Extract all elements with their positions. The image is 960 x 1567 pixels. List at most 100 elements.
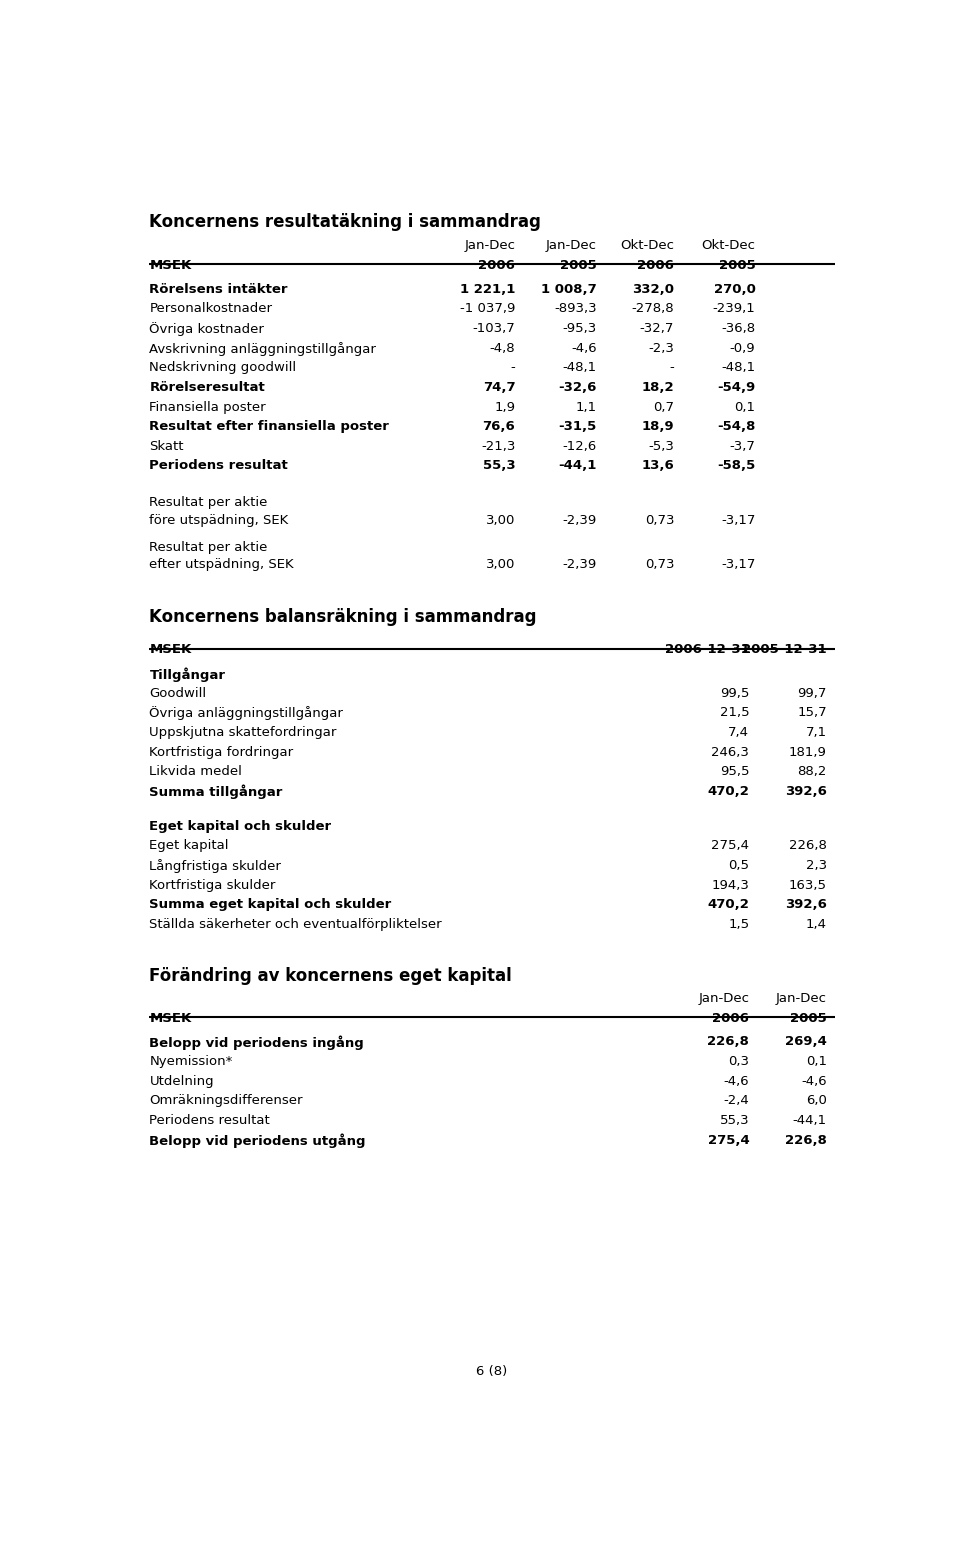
Text: Utdelning: Utdelning bbox=[150, 1075, 214, 1087]
Text: Jan-Dec: Jan-Dec bbox=[698, 992, 750, 1004]
Text: -44,1: -44,1 bbox=[559, 459, 596, 473]
Text: -: - bbox=[511, 362, 516, 375]
Text: -48,1: -48,1 bbox=[563, 362, 596, 375]
Text: -31,5: -31,5 bbox=[559, 420, 596, 432]
Text: 226,8: 226,8 bbox=[708, 1036, 750, 1048]
Text: 18,2: 18,2 bbox=[641, 381, 674, 393]
Text: Resultat efter finansiella poster: Resultat efter finansiella poster bbox=[150, 420, 390, 432]
Text: 1,1: 1,1 bbox=[575, 401, 596, 414]
Text: 0,7: 0,7 bbox=[653, 401, 674, 414]
Text: -48,1: -48,1 bbox=[721, 362, 756, 375]
Text: 3,00: 3,00 bbox=[486, 514, 516, 527]
Text: 1,9: 1,9 bbox=[494, 401, 516, 414]
Text: -239,1: -239,1 bbox=[712, 302, 756, 315]
Text: -2,4: -2,4 bbox=[724, 1094, 750, 1108]
Text: Rörelseresultat: Rörelseresultat bbox=[150, 381, 265, 393]
Text: 76,6: 76,6 bbox=[483, 420, 516, 432]
Text: 392,6: 392,6 bbox=[785, 785, 827, 798]
Text: 194,3: 194,3 bbox=[711, 879, 750, 892]
Text: 0,73: 0,73 bbox=[644, 514, 674, 527]
Text: 18,9: 18,9 bbox=[641, 420, 674, 432]
Text: MSEK: MSEK bbox=[150, 259, 192, 273]
Text: 55,3: 55,3 bbox=[720, 1114, 750, 1127]
Text: Belopp vid periodens ingång: Belopp vid periodens ingång bbox=[150, 1036, 364, 1050]
Text: Förändring av koncernens eget kapital: Förändring av koncernens eget kapital bbox=[150, 967, 513, 986]
Text: efter utspädning, SEK: efter utspädning, SEK bbox=[150, 558, 294, 572]
Text: 226,8: 226,8 bbox=[785, 1133, 827, 1147]
Text: -58,5: -58,5 bbox=[717, 459, 756, 473]
Text: Summa eget kapital och skulder: Summa eget kapital och skulder bbox=[150, 898, 392, 912]
Text: 1,5: 1,5 bbox=[729, 918, 750, 931]
Text: Avskrivning anläggningstillgångar: Avskrivning anläggningstillgångar bbox=[150, 342, 376, 356]
Text: Övriga anläggningstillgångar: Övriga anläggningstillgångar bbox=[150, 707, 344, 721]
Text: -3,7: -3,7 bbox=[730, 440, 756, 453]
Text: Likvida medel: Likvida medel bbox=[150, 765, 242, 779]
Text: -4,6: -4,6 bbox=[802, 1075, 827, 1087]
Text: 470,2: 470,2 bbox=[708, 785, 750, 798]
Text: Kortfristiga fordringar: Kortfristiga fordringar bbox=[150, 746, 294, 758]
Text: 0,1: 0,1 bbox=[734, 401, 756, 414]
Text: -54,8: -54,8 bbox=[717, 420, 756, 432]
Text: 7,4: 7,4 bbox=[729, 726, 750, 740]
Text: -103,7: -103,7 bbox=[472, 323, 516, 335]
Text: 7,1: 7,1 bbox=[805, 726, 827, 740]
Text: Kortfristiga skulder: Kortfristiga skulder bbox=[150, 879, 276, 892]
Text: 3,00: 3,00 bbox=[486, 558, 516, 572]
Text: 1 221,1: 1 221,1 bbox=[460, 282, 516, 296]
Text: 15,7: 15,7 bbox=[797, 707, 827, 719]
Text: Periodens resultat: Periodens resultat bbox=[150, 1114, 270, 1127]
Text: -32,6: -32,6 bbox=[559, 381, 596, 393]
Text: Skatt: Skatt bbox=[150, 440, 184, 453]
Text: 392,6: 392,6 bbox=[785, 898, 827, 912]
Text: 13,6: 13,6 bbox=[641, 459, 674, 473]
Text: MSEK: MSEK bbox=[150, 1012, 192, 1025]
Text: 99,5: 99,5 bbox=[720, 686, 750, 699]
Text: Jan-Dec: Jan-Dec bbox=[776, 992, 827, 1004]
Text: 470,2: 470,2 bbox=[708, 898, 750, 912]
Text: Långfristiga skulder: Långfristiga skulder bbox=[150, 859, 281, 873]
Text: -4,6: -4,6 bbox=[571, 342, 596, 354]
Text: 21,5: 21,5 bbox=[720, 707, 750, 719]
Text: -: - bbox=[669, 362, 674, 375]
Text: 1,4: 1,4 bbox=[805, 918, 827, 931]
Text: Eget kapital: Eget kapital bbox=[150, 840, 228, 852]
Text: Finansiella poster: Finansiella poster bbox=[150, 401, 266, 414]
Text: 2005-12-31: 2005-12-31 bbox=[742, 642, 827, 657]
Text: -893,3: -893,3 bbox=[554, 302, 596, 315]
Text: Rörelsens intäkter: Rörelsens intäkter bbox=[150, 282, 288, 296]
Text: Okt-Dec: Okt-Dec bbox=[702, 238, 756, 252]
Text: 226,8: 226,8 bbox=[789, 840, 827, 852]
Text: -0,9: -0,9 bbox=[730, 342, 756, 354]
Text: -3,17: -3,17 bbox=[721, 514, 756, 527]
Text: Övriga kostnader: Övriga kostnader bbox=[150, 323, 264, 335]
Text: -4,8: -4,8 bbox=[490, 342, 516, 354]
Text: 275,4: 275,4 bbox=[711, 840, 750, 852]
Text: -32,7: -32,7 bbox=[639, 323, 674, 335]
Text: Summa tillgångar: Summa tillgångar bbox=[150, 785, 283, 799]
Text: 181,9: 181,9 bbox=[789, 746, 827, 758]
Text: 6,0: 6,0 bbox=[806, 1094, 827, 1108]
Text: 2005: 2005 bbox=[560, 259, 596, 273]
Text: 163,5: 163,5 bbox=[789, 879, 827, 892]
Text: 275,4: 275,4 bbox=[708, 1133, 750, 1147]
Text: -95,3: -95,3 bbox=[563, 323, 596, 335]
Text: Jan-Dec: Jan-Dec bbox=[545, 238, 596, 252]
Text: -44,1: -44,1 bbox=[793, 1114, 827, 1127]
Text: Ställda säkerheter och eventualförpliktelser: Ställda säkerheter och eventualförplikte… bbox=[150, 918, 442, 931]
Text: MSEK: MSEK bbox=[150, 642, 192, 657]
Text: Resultat per aktie: Resultat per aktie bbox=[150, 497, 268, 509]
Text: 332,0: 332,0 bbox=[632, 282, 674, 296]
Text: 2005: 2005 bbox=[790, 1012, 827, 1025]
Text: Belopp vid periodens utgång: Belopp vid periodens utgång bbox=[150, 1133, 366, 1149]
Text: -278,8: -278,8 bbox=[632, 302, 674, 315]
Text: Uppskjutna skattefordringar: Uppskjutna skattefordringar bbox=[150, 726, 337, 740]
Text: före utspädning, SEK: före utspädning, SEK bbox=[150, 514, 289, 527]
Text: 88,2: 88,2 bbox=[798, 765, 827, 779]
Text: 74,7: 74,7 bbox=[483, 381, 516, 393]
Text: -12,6: -12,6 bbox=[563, 440, 596, 453]
Text: 2006: 2006 bbox=[712, 1012, 750, 1025]
Text: -2,39: -2,39 bbox=[563, 558, 596, 572]
Text: 2006: 2006 bbox=[637, 259, 674, 273]
Text: Goodwill: Goodwill bbox=[150, 686, 206, 699]
Text: Koncernens balansräkning i sammandrag: Koncernens balansräkning i sammandrag bbox=[150, 608, 537, 627]
